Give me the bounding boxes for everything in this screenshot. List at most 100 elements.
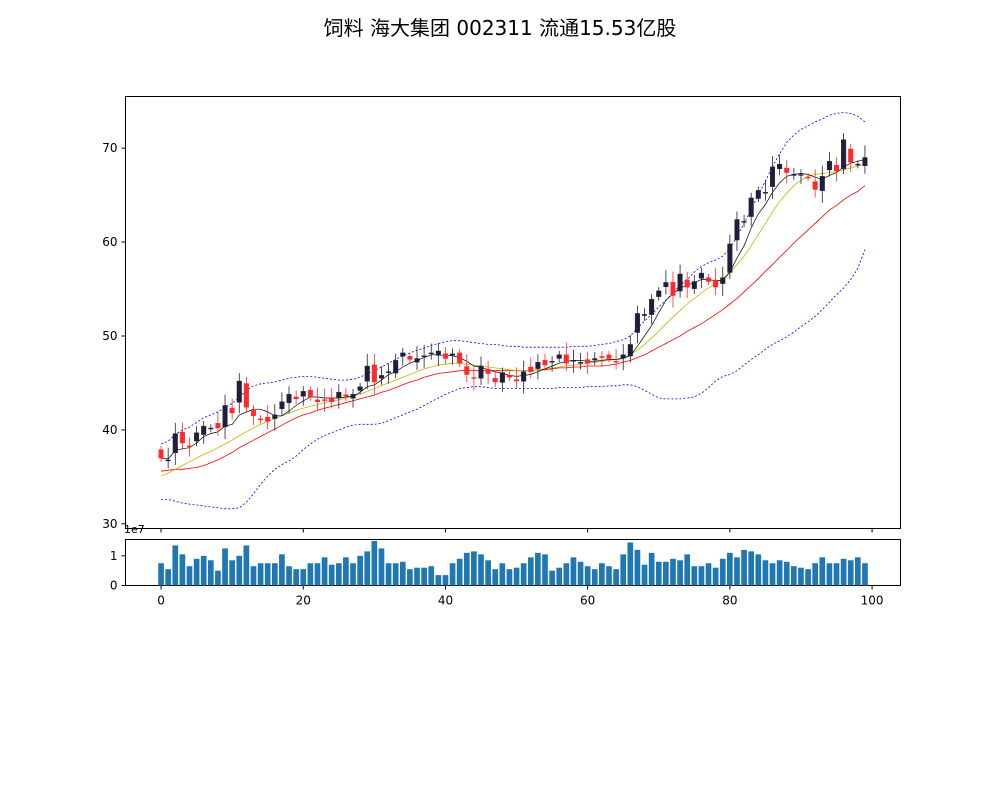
volume-bar [755, 554, 762, 586]
candle [656, 287, 662, 301]
candle [770, 156, 776, 199]
candle [485, 361, 491, 385]
volume-bar [805, 569, 811, 586]
volume-bar [236, 555, 243, 586]
candle-body [570, 360, 576, 362]
volume-bar [428, 566, 435, 586]
volume-bar [300, 569, 307, 586]
volume-bar [421, 567, 427, 586]
candle-body [371, 364, 377, 383]
candle [435, 343, 441, 367]
candle-body [563, 354, 569, 364]
candle-body [435, 350, 441, 356]
candle-body [549, 361, 555, 363]
candle [265, 404, 271, 430]
candle [549, 356, 555, 372]
candle [201, 420, 207, 444]
candle-body [386, 371, 392, 373]
volume-bar [158, 563, 164, 586]
candle-body [350, 394, 356, 399]
volume-bar [449, 563, 456, 586]
volume-bar [485, 560, 491, 586]
volume-bar [599, 563, 605, 586]
candle-body [770, 166, 776, 187]
candle-body [819, 176, 825, 191]
candle-body [634, 313, 640, 333]
volume-bar [172, 545, 179, 586]
candle-body [329, 397, 335, 402]
price-lines [160, 112, 866, 510]
candle [528, 357, 534, 379]
candle [322, 388, 328, 413]
price-y-tick-label: 50 [102, 329, 117, 343]
volume-bar [471, 551, 477, 586]
upper-band-line [160, 112, 866, 445]
candle-body [642, 314, 648, 316]
volume-y-tick-label: 0 [110, 579, 118, 593]
candle [514, 367, 520, 390]
candle-body [720, 277, 726, 284]
candle [407, 352, 413, 364]
candle [464, 354, 470, 383]
candle [706, 273, 712, 286]
volume-bar [414, 567, 420, 586]
candle-body [279, 401, 285, 409]
volume-bar [691, 566, 698, 586]
candle-body [286, 394, 292, 403]
volume-bar [577, 561, 584, 586]
candle-body [364, 365, 370, 382]
candle-body [471, 377, 477, 379]
volume-bar [165, 569, 172, 586]
volume-bar [677, 560, 683, 586]
candle [642, 307, 648, 321]
volume-bar [698, 566, 705, 586]
candle [272, 404, 278, 431]
volume-bar [321, 557, 328, 586]
volume-bar [727, 552, 733, 586]
volume-bar [257, 563, 264, 586]
candle [585, 351, 591, 375]
candle-body [314, 399, 320, 402]
candle-body [698, 272, 704, 279]
candle-body [727, 243, 733, 273]
x-tick-label: 40 [438, 594, 453, 608]
candle [378, 366, 384, 385]
volume-bar [734, 557, 740, 586]
candle-body [478, 365, 484, 379]
candle-body [186, 445, 193, 447]
candle [570, 349, 576, 373]
candle [343, 388, 349, 402]
candle-body [777, 163, 783, 170]
candle-body [307, 389, 313, 398]
volume-bar [762, 560, 769, 586]
price-panel: 30 40 50 60 70 [102, 96, 901, 531]
volume-bar [591, 569, 598, 586]
candle-body [236, 380, 242, 403]
volume-ticks: 010 20 40 60 80 100 [110, 528, 884, 608]
price-y-tick-label: 30 [102, 517, 117, 531]
candle [457, 349, 463, 367]
volume-axes-frame [125, 539, 901, 586]
volume-bar [307, 563, 314, 586]
candle-body [826, 161, 832, 171]
volume-bar [271, 563, 278, 586]
candle-body [606, 354, 612, 359]
volume-bar [542, 554, 548, 586]
volume-bar [314, 563, 321, 586]
x-tick-label: 100 [861, 594, 884, 608]
candle-body [208, 427, 214, 430]
candle [222, 394, 228, 440]
volume-bar [407, 569, 413, 586]
candle-body [194, 432, 200, 442]
volume-bar [478, 554, 484, 586]
volume-bar [492, 569, 499, 586]
candle [578, 352, 584, 370]
candle [186, 437, 193, 457]
candle-body [407, 356, 413, 360]
volume-bar [215, 570, 221, 586]
volume-bar [833, 563, 840, 586]
price-y-tick-label: 60 [102, 235, 117, 249]
volume-bar [663, 561, 669, 586]
volume-bar [357, 555, 363, 586]
candle [314, 387, 320, 410]
